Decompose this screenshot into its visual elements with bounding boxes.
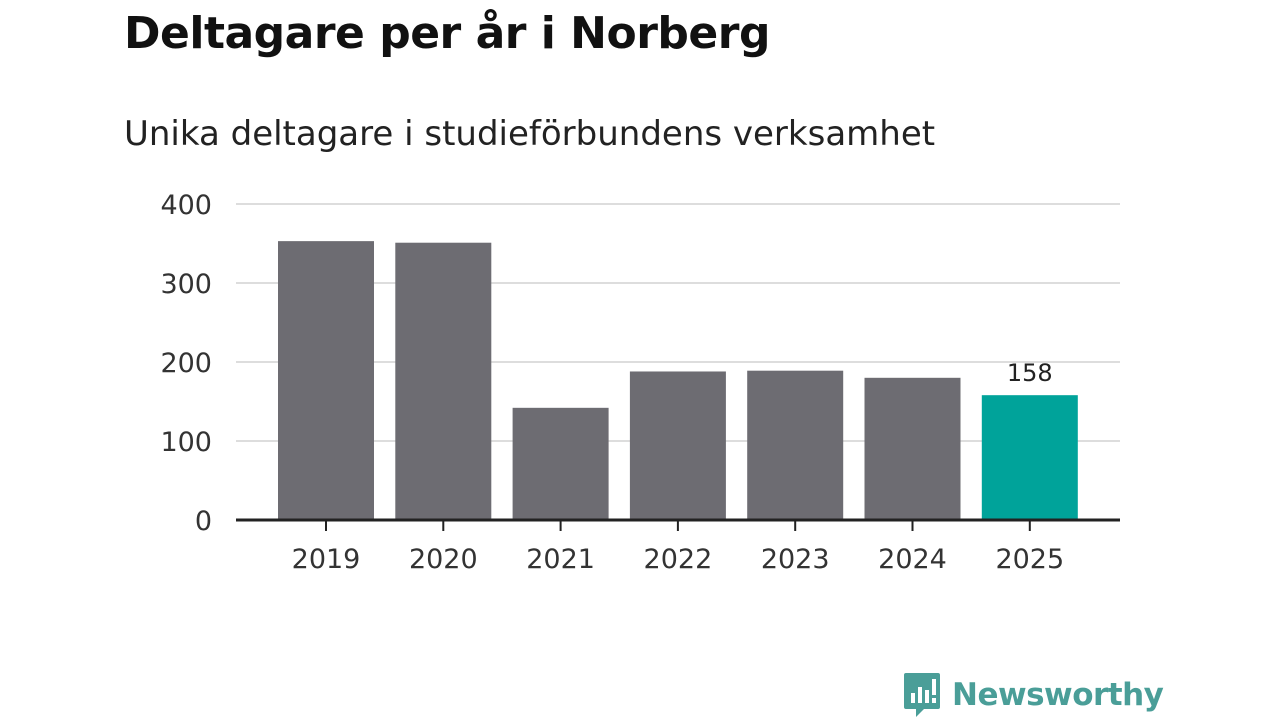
y-axis-ticks: 0 100 200 300 400 <box>160 190 212 537</box>
brand-logo: Newsworthy <box>902 670 1164 720</box>
y-tick-label: 400 <box>160 190 212 221</box>
x-tick-label: 2025 <box>995 544 1064 575</box>
y-tick-label: 100 <box>160 427 212 458</box>
newsworthy-logo-icon <box>904 673 940 717</box>
bar-2025 <box>981 395 1078 520</box>
bar-2024 <box>864 377 961 520</box>
y-tick-label: 300 <box>160 269 212 300</box>
bar-2020 <box>395 242 492 520</box>
chart-subtitle: Unika deltagare i studieförbundens verks… <box>124 114 936 154</box>
y-tick-label: 0 <box>195 506 212 537</box>
data-label-2025: 158 <box>1007 359 1053 387</box>
bar-2021 <box>512 407 609 520</box>
x-tick-label: 2019 <box>292 544 361 575</box>
x-tick-label: 2024 <box>878 544 947 575</box>
bar-2022 <box>629 371 726 520</box>
chart-title: Deltagare per år i Norberg <box>124 8 770 59</box>
x-axis-ticks: 2019 2020 2021 2022 2023 2024 2025 <box>292 520 1064 575</box>
bars <box>278 241 1078 520</box>
x-tick-label: 2022 <box>644 544 713 575</box>
bar-2023 <box>747 370 844 520</box>
bar-2019 <box>278 241 374 520</box>
x-tick-label: 2023 <box>761 544 830 575</box>
data-labels: 158 <box>1007 359 1053 387</box>
y-tick-label: 200 <box>160 348 212 379</box>
x-tick-label: 2020 <box>409 544 478 575</box>
x-tick-label: 2021 <box>526 544 595 575</box>
brand-name: Newsworthy <box>952 677 1164 713</box>
